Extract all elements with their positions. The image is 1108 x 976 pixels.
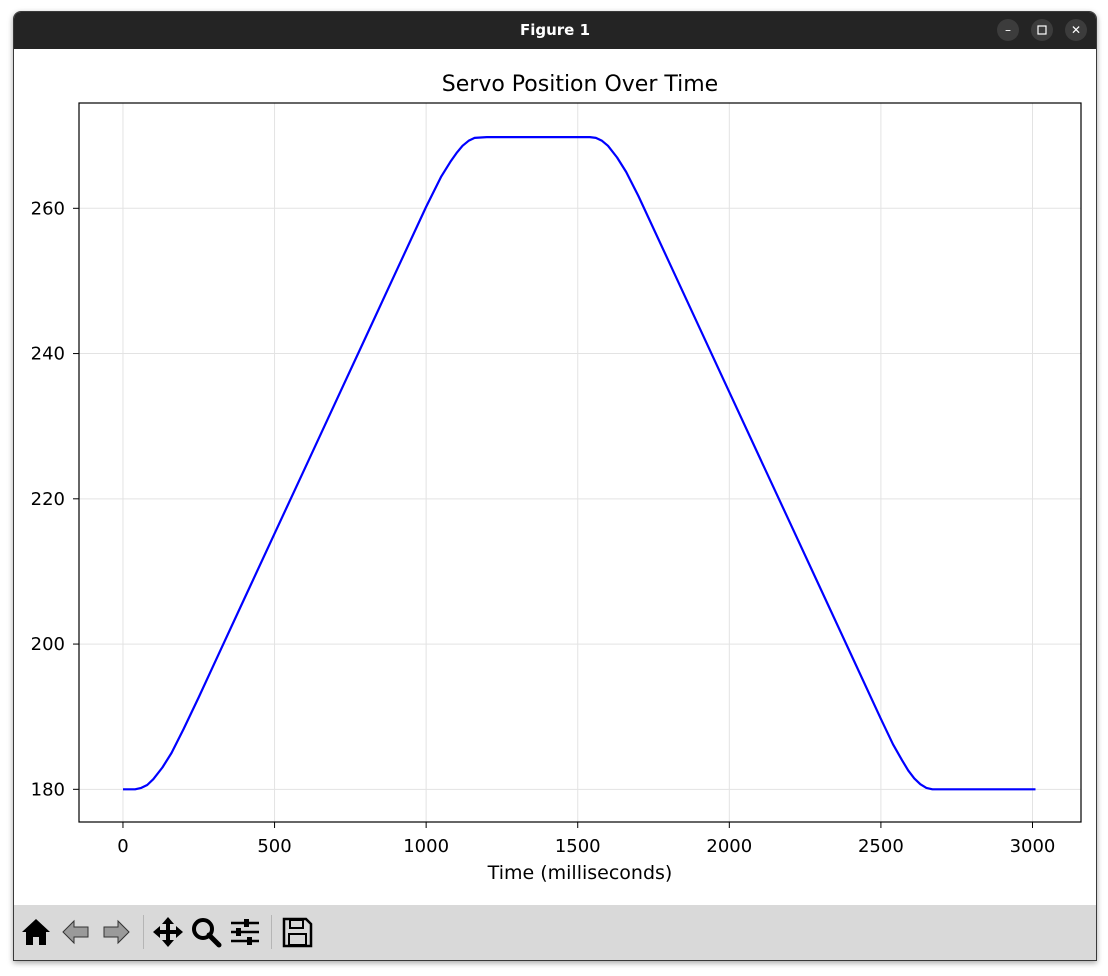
y-tick-label: 220 [31,489,65,510]
toolbar-separator [143,915,144,949]
home-icon [22,919,50,945]
back-button[interactable] [59,915,93,949]
window-title: Figure 1 [519,21,591,39]
y-tick-label: 180 [31,779,65,800]
x-tick-label: 500 [257,836,291,857]
forward-icon [103,919,130,945]
configure-subplots-button[interactable] [228,915,262,949]
maximize-button[interactable] [1031,19,1053,41]
grid [79,103,1081,822]
axes-frame [78,102,1082,823]
home-button[interactable] [19,915,53,949]
toolbar-separator [271,915,272,949]
zoom-icon [192,918,222,948]
minimize-button[interactable]: – [997,19,1019,41]
line-chart[interactable]: 0 500 1000 1500 2000 2500 3000180200220240260 … [14,49,1096,905]
maximize-icon [1037,25,1047,35]
figure-background [14,49,1096,905]
title-bar[interactable]: Figure 1 – ✕ [14,12,1096,49]
ticks: 0 500 1000 1500 2000 2500 3000 180 200 220 240 260 [31,198,1056,857]
figure-window: Figure 1 – ✕ 0 500 1000 1500 2000 2500 3000 180… [13,11,1097,961]
x-tick-label: 1500 [555,836,601,857]
x-tick-label: 1000 [403,836,449,857]
save-icon [282,917,313,948]
x-tick-label: 3000 [1010,836,1056,857]
plot-area[interactable]: 0 500 1000 1500 2000 2500 3000 180 200 220 240 260 … [14,49,1096,905]
chart-title: Servo Position Over Time [442,72,718,97]
zoom-button[interactable] [189,915,223,949]
x-axis-label: Time (milliseconds) [487,862,673,884]
pan-icon [153,917,183,947]
y-tick-label: 240 [31,344,65,365]
y-tick-label: 200 [31,634,65,655]
forward-button[interactable] [99,915,133,949]
configure-subplots-icon [231,919,259,945]
close-button[interactable]: ✕ [1065,19,1087,41]
x-tick-label: 2500 [858,836,904,857]
navigation-toolbar [14,905,1096,960]
x-tick-label: 2000 [706,836,752,857]
y-tick-label: 260 [31,198,65,219]
x-tick-label: 0 [117,836,128,857]
back-icon [62,919,89,945]
servo-position-line [123,135,1036,791]
pan-button[interactable] [151,915,185,949]
save-button[interactable] [280,915,314,949]
